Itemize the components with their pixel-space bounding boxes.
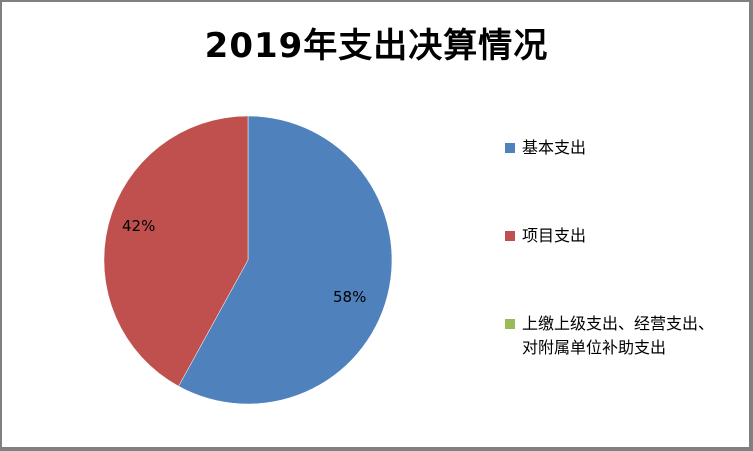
pie-slice-basic-expenditure[interactable]: [178, 115, 393, 405]
legend-swatch-red: [505, 231, 515, 241]
chart-title: 2019年支出决算情况: [204, 26, 549, 66]
legend-item-basic[interactable]: 基本支出: [505, 136, 735, 160]
legend-swatch-blue: [505, 143, 515, 153]
legend-item-project[interactable]: 项目支出: [505, 224, 735, 248]
data-label-project: 42%: [122, 217, 156, 235]
legend-item-other[interactable]: 上缴上级支出、经营支出、对附属单位补助支出: [505, 312, 723, 360]
pie-slice-project-expenditure[interactable]: [103, 115, 249, 387]
data-label-basic: 58%: [333, 288, 367, 306]
legend-swatch-green: [505, 319, 515, 329]
